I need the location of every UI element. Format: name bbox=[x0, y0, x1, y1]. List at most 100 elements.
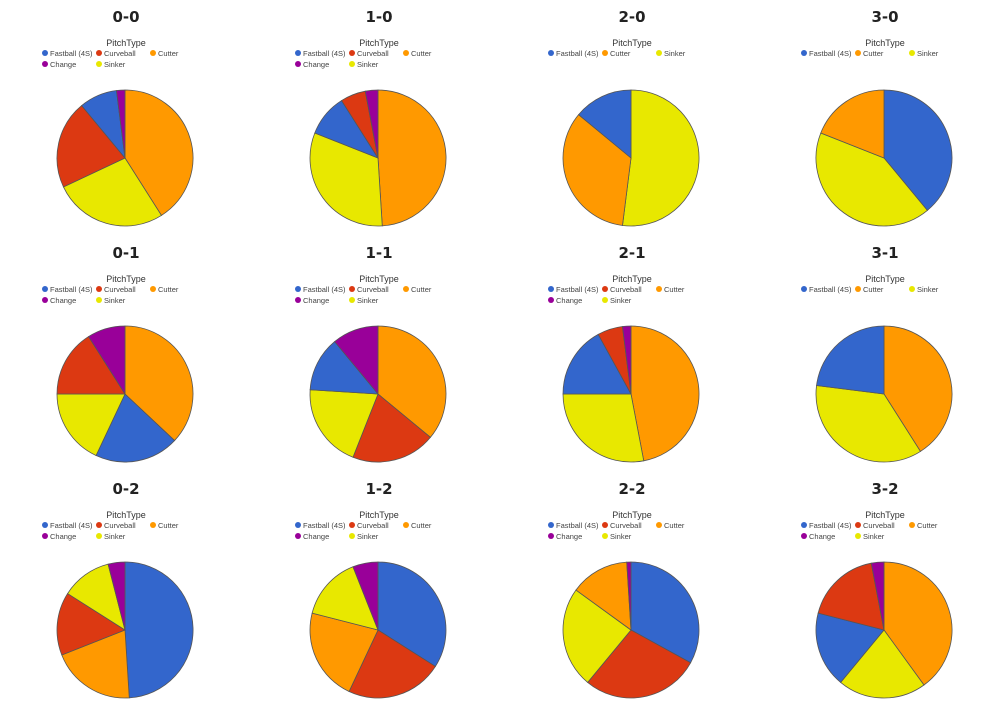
pie-slice-cutter[interactable] bbox=[883, 561, 953, 686]
legend-item-fastball-4s[interactable]: Fastball (4S) bbox=[42, 284, 96, 294]
legend-item-sinker[interactable]: Sinker bbox=[96, 531, 150, 541]
pie-slice-sinker[interactable] bbox=[840, 629, 925, 699]
legend-item-curveball[interactable]: Curveball bbox=[96, 284, 150, 294]
legend-item-curveball[interactable]: Curveball bbox=[96, 48, 150, 58]
legend-item-curveball[interactable]: Curveball bbox=[349, 284, 403, 294]
pie-slice-change[interactable] bbox=[870, 561, 885, 631]
legend-item-cutter[interactable]: Cutter bbox=[855, 284, 909, 294]
pie-slice-curveball[interactable] bbox=[348, 629, 436, 699]
pie-slice-fastball-4s[interactable] bbox=[124, 561, 194, 699]
legend-item-curveball[interactable]: Curveball bbox=[602, 284, 656, 294]
pie-slice-sinker[interactable] bbox=[622, 89, 700, 227]
pie-slice-sinker[interactable] bbox=[62, 157, 162, 227]
pie-slice-curveball[interactable] bbox=[56, 593, 126, 656]
legend-item-sinker[interactable]: Sinker bbox=[656, 48, 706, 58]
legend-item-curveball[interactable]: Curveball bbox=[602, 520, 656, 530]
legend-item-curveball[interactable]: Curveball bbox=[349, 48, 403, 58]
pie-slice-sinker[interactable] bbox=[562, 589, 632, 683]
legend-item-sinker[interactable]: Sinker bbox=[349, 59, 403, 69]
legend-item-change[interactable]: Change bbox=[42, 295, 96, 305]
legend-item-change[interactable]: Change bbox=[548, 531, 602, 541]
legend-item-sinker[interactable]: Sinker bbox=[96, 295, 150, 305]
legend-item-sinker[interactable]: Sinker bbox=[349, 295, 403, 305]
pie-slice-curveball[interactable] bbox=[817, 562, 885, 631]
legend-item-curveball[interactable]: Curveball bbox=[349, 520, 403, 530]
legend-item-fastball-4s[interactable]: Fastball (4S) bbox=[548, 284, 602, 294]
pie-slice-fastball-4s[interactable] bbox=[883, 89, 953, 211]
pie-slice-cutter[interactable] bbox=[124, 325, 194, 442]
legend-item-curveball[interactable]: Curveball bbox=[855, 520, 909, 530]
pie-slice-change[interactable] bbox=[626, 561, 632, 631]
pie-slice-fastball-4s[interactable] bbox=[578, 89, 632, 159]
pie-slice-cutter[interactable] bbox=[61, 629, 130, 699]
pie-slice-change[interactable] bbox=[334, 325, 379, 396]
legend-item-cutter[interactable]: Cutter bbox=[602, 48, 656, 58]
legend-item-change[interactable]: Change bbox=[295, 531, 349, 541]
legend-item-sinker[interactable]: Sinker bbox=[909, 284, 959, 294]
legend-item-sinker[interactable]: Sinker bbox=[855, 531, 909, 541]
pie-slice-change[interactable] bbox=[107, 561, 126, 631]
pie-slice-cutter[interactable] bbox=[309, 612, 379, 693]
pie-slice-sinker[interactable] bbox=[562, 393, 645, 463]
pie-slice-fastball-4s[interactable] bbox=[630, 561, 700, 664]
pie-slice-sinker[interactable] bbox=[309, 389, 379, 458]
pie-slice-sinker[interactable] bbox=[56, 393, 126, 457]
pie-slice-cutter[interactable] bbox=[562, 114, 632, 226]
pie-slice-cutter[interactable] bbox=[630, 325, 700, 462]
legend-item-cutter[interactable]: Cutter bbox=[855, 48, 909, 58]
legend-item-cutter[interactable]: Cutter bbox=[150, 48, 200, 58]
legend-item-curveball[interactable]: Curveball bbox=[96, 520, 150, 530]
pie-slice-change[interactable] bbox=[116, 89, 126, 159]
legend-item-fastball-4s[interactable]: Fastball (4S) bbox=[801, 520, 855, 530]
pie-slice-fastball-4s[interactable] bbox=[309, 341, 379, 395]
pie-slice-fastball-4s[interactable] bbox=[815, 612, 885, 683]
legend-item-fastball-4s[interactable]: Fastball (4S) bbox=[295, 284, 349, 294]
legend-item-change[interactable]: Change bbox=[548, 295, 602, 305]
pie-slice-cutter[interactable] bbox=[575, 561, 632, 631]
legend-item-cutter[interactable]: Cutter bbox=[403, 520, 453, 530]
legend-item-cutter[interactable]: Cutter bbox=[656, 520, 706, 530]
legend-item-cutter[interactable]: Cutter bbox=[150, 284, 200, 294]
pie-slice-sinker[interactable] bbox=[815, 385, 921, 463]
legend-item-change[interactable]: Change bbox=[295, 295, 349, 305]
pie-slice-change[interactable] bbox=[622, 325, 632, 395]
legend-item-fastball-4s[interactable]: Fastball (4S) bbox=[801, 48, 855, 58]
legend-item-sinker[interactable]: Sinker bbox=[602, 295, 656, 305]
legend-item-cutter[interactable]: Cutter bbox=[909, 520, 959, 530]
legend-item-change[interactable]: Change bbox=[42, 531, 96, 541]
legend-item-cutter[interactable]: Cutter bbox=[403, 284, 453, 294]
legend-item-sinker[interactable]: Sinker bbox=[349, 531, 403, 541]
pie-slice-curveball[interactable] bbox=[56, 336, 126, 395]
legend-item-cutter[interactable]: Cutter bbox=[403, 48, 453, 58]
legend-item-fastball-4s[interactable]: Fastball (4S) bbox=[42, 520, 96, 530]
pie-slice-sinker[interactable] bbox=[309, 132, 383, 227]
legend-item-fastball-4s[interactable]: Fastball (4S) bbox=[548, 48, 602, 58]
legend-item-fastball-4s[interactable]: Fastball (4S) bbox=[295, 48, 349, 58]
pie-slice-change[interactable] bbox=[352, 561, 379, 631]
legend-item-fastball-4s[interactable]: Fastball (4S) bbox=[295, 520, 349, 530]
legend-item-cutter[interactable]: Cutter bbox=[656, 284, 706, 294]
legend-item-fastball-4s[interactable]: Fastball (4S) bbox=[548, 520, 602, 530]
legend-item-fastball-4s[interactable]: Fastball (4S) bbox=[42, 48, 96, 58]
pie-slice-change[interactable] bbox=[364, 89, 379, 159]
legend-item-change[interactable]: Change bbox=[801, 531, 855, 541]
pie-slice-cutter[interactable] bbox=[820, 89, 885, 159]
pie-slice-fastball-4s[interactable] bbox=[95, 393, 176, 463]
pie-slice-cutter[interactable] bbox=[377, 89, 447, 227]
pie-slice-curveball[interactable] bbox=[587, 629, 692, 699]
pie-slice-curveball[interactable] bbox=[56, 105, 126, 188]
pie-slice-fastball-4s[interactable] bbox=[562, 333, 632, 395]
pie-slice-fastball-4s[interactable] bbox=[816, 325, 885, 395]
pie-slice-change[interactable] bbox=[88, 325, 126, 396]
pie-slice-sinker[interactable] bbox=[311, 566, 379, 631]
legend-item-sinker[interactable]: Sinker bbox=[602, 531, 656, 541]
pie-slice-cutter[interactable] bbox=[377, 325, 447, 438]
pie-slice-curveball[interactable] bbox=[352, 393, 431, 463]
pie-slice-sinker[interactable] bbox=[815, 132, 928, 227]
legend-item-fastball-4s[interactable]: Fastball (4S) bbox=[801, 284, 855, 294]
legend-item-sinker[interactable]: Sinker bbox=[96, 59, 150, 69]
legend-item-change[interactable]: Change bbox=[42, 59, 96, 69]
legend-item-cutter[interactable]: Cutter bbox=[150, 520, 200, 530]
legend-item-change[interactable]: Change bbox=[295, 59, 349, 69]
legend-item-sinker[interactable]: Sinker bbox=[909, 48, 959, 58]
